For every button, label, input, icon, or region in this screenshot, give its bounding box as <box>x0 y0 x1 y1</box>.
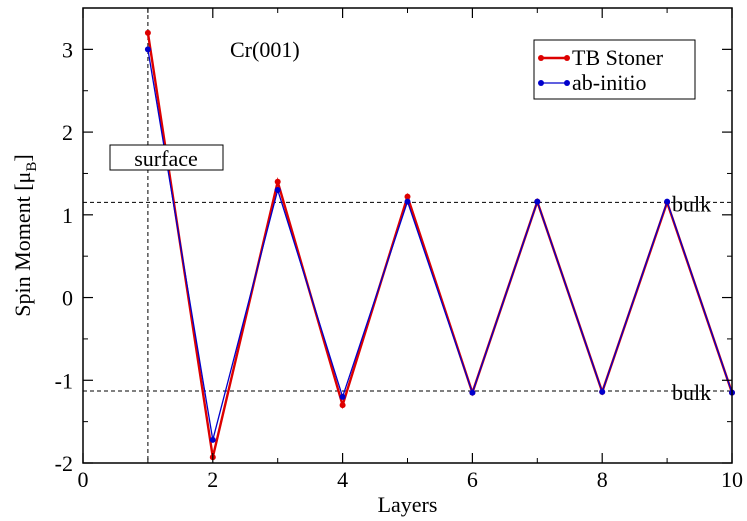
data-point <box>599 388 606 395</box>
data-point <box>274 178 281 185</box>
bulk-label: bulk <box>672 380 711 405</box>
legend-label: TB Stoner <box>572 45 664 70</box>
legend-swatch-point <box>538 55 544 61</box>
series-layer <box>144 29 735 461</box>
data-point <box>664 198 671 205</box>
data-point <box>274 187 281 193</box>
y-tick-label: -2 <box>55 451 73 476</box>
legend-swatch-point <box>564 80 570 86</box>
legend-swatch-point <box>564 55 570 61</box>
surface-label-border <box>109 144 224 171</box>
x-tick-label: 10 <box>721 467 743 492</box>
legend-box <box>533 39 696 100</box>
data-point <box>144 46 151 53</box>
data-point <box>339 402 346 409</box>
x-tick-label: 4 <box>337 467 348 492</box>
x-tick-label: 8 <box>597 467 608 492</box>
y-axis-label: Spin Moment [μB] <box>10 154 40 316</box>
y-axis-label-subscript: B <box>24 162 40 172</box>
y-axis-label-main: Spin Moment [μ <box>10 172 35 317</box>
surface-label: surface <box>134 146 198 171</box>
series-line <box>147 49 733 440</box>
data-point <box>404 193 411 200</box>
material-annotation: Cr(001) <box>230 37 300 62</box>
x-tick-label: 6 <box>467 467 478 492</box>
data-point <box>534 198 541 205</box>
legend-label: ab-initio <box>572 70 647 95</box>
data-point <box>339 393 346 400</box>
plot-frame <box>82 7 733 464</box>
surface-label-box: surface <box>109 144 224 171</box>
y-tick-label: 2 <box>62 120 73 145</box>
x-axis-label: Layers <box>378 492 438 517</box>
axis-ticks: 0 2 4 6 8 10 -2 -1 0 1 2 3 <box>55 8 743 492</box>
data-point <box>209 436 216 443</box>
x-tick-label: 2 <box>207 467 218 492</box>
y-tick-label: -1 <box>55 368 73 393</box>
y-axis-label-close: ] <box>10 154 35 161</box>
bulk-label: bulk <box>672 191 711 216</box>
y-tick-label: 3 <box>62 37 73 62</box>
reference-lines: bulk bulk <box>83 8 732 463</box>
data-point <box>144 29 151 36</box>
legend-swatch-point <box>538 80 544 86</box>
y-tick-label: 0 <box>62 286 73 311</box>
data-point <box>404 198 411 205</box>
y-tick-label: 1 <box>62 203 73 228</box>
data-point <box>469 389 476 396</box>
x-tick-label: 0 <box>78 467 89 492</box>
